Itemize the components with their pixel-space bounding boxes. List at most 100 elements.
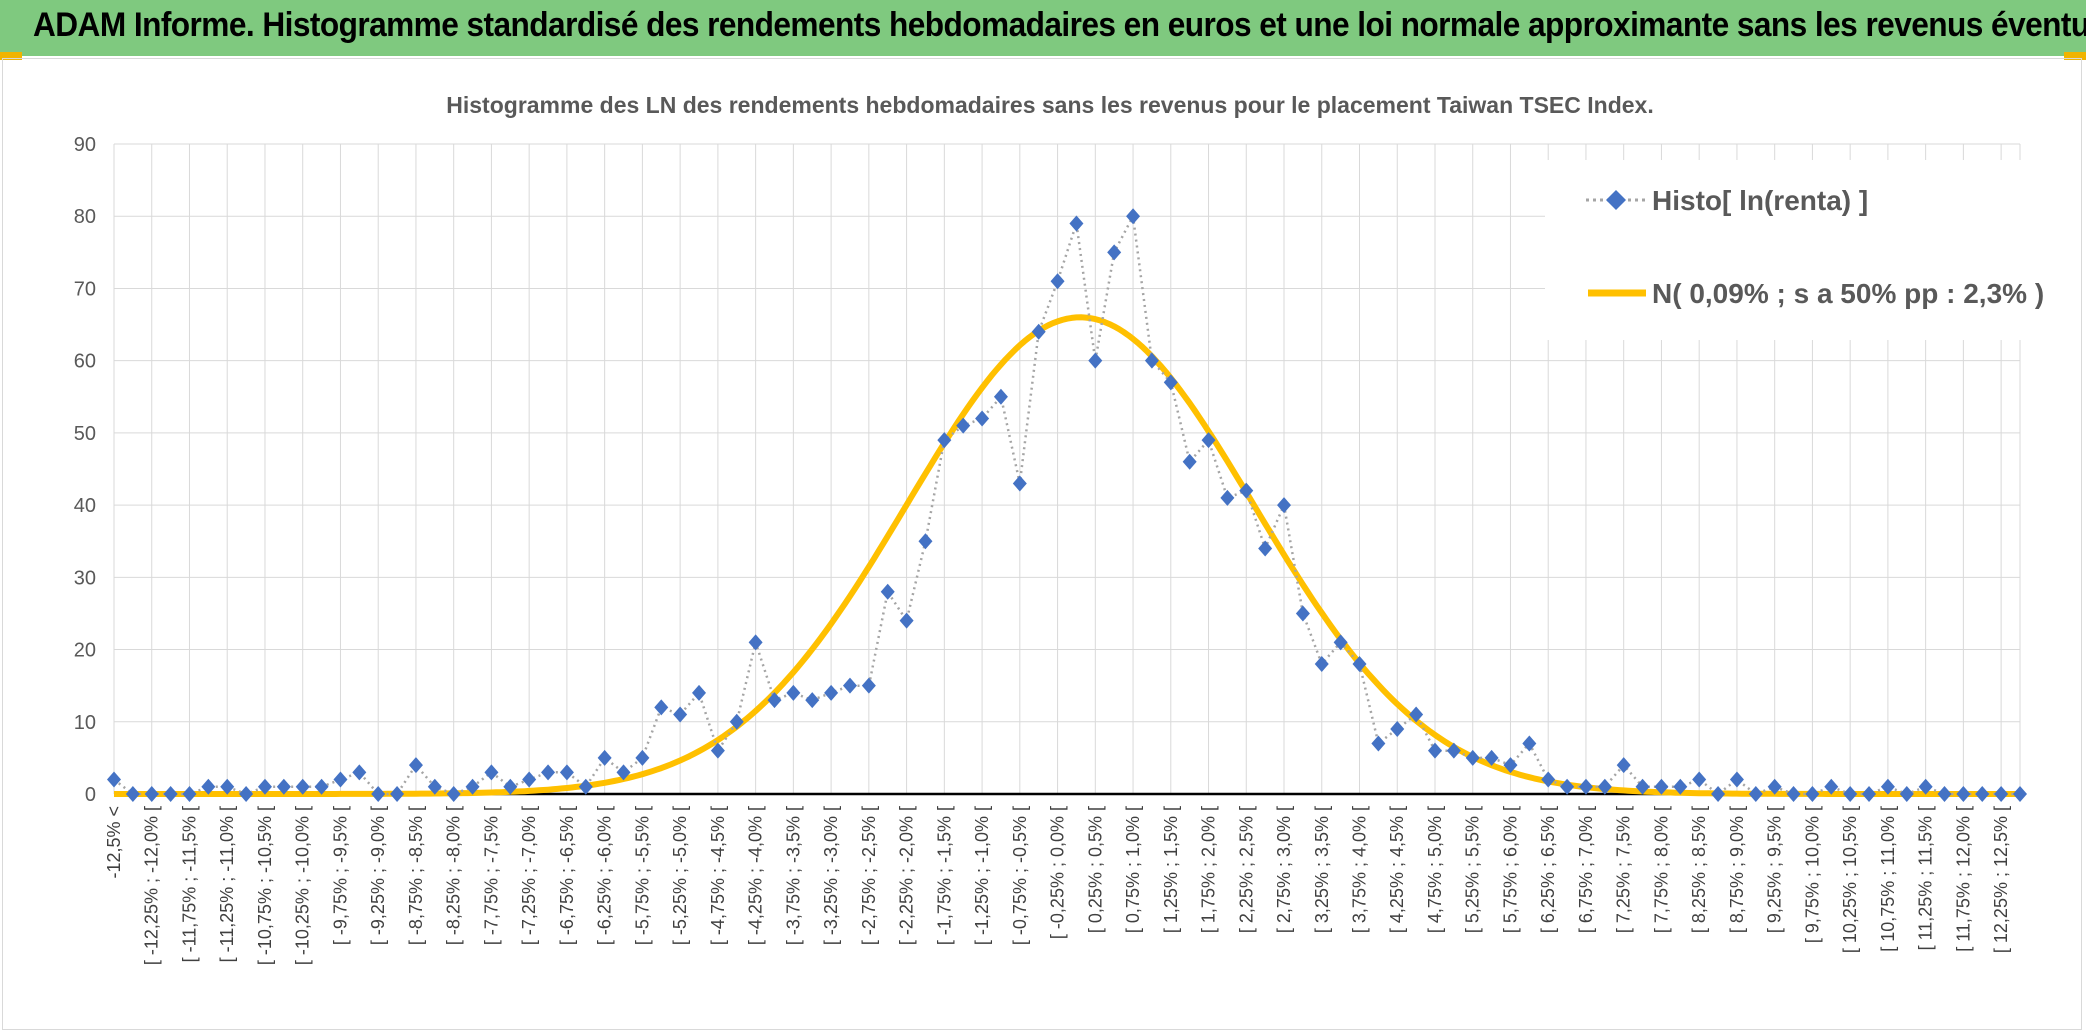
histo-point (578, 778, 593, 795)
histo-point (918, 533, 933, 550)
x-tick-label: [ -2,25% ; -2,0% [ (897, 806, 917, 945)
x-tick-label: [ 4,25% ; 4,5% [ (1387, 806, 1407, 933)
x-tick-label: [ 4,75% ; 5,0% [ (1425, 806, 1445, 933)
x-tick-label: [ 8,75% ; 9,0% [ (1727, 806, 1747, 933)
histo-point (748, 634, 763, 651)
x-tick-label: [ -3,25% ; -3,0% [ (821, 806, 841, 945)
histo-point (125, 786, 140, 802)
legend-background (1545, 160, 2025, 340)
y-tick-label: 40 (74, 495, 96, 517)
y-tick-label: 50 (74, 423, 96, 445)
histo-point (390, 786, 405, 802)
histo-point (786, 684, 801, 701)
x-tick-label: [ -0,75% ; -0,5% [ (1010, 806, 1030, 945)
histo-point (1767, 778, 1782, 795)
histo-point (635, 749, 650, 766)
histo-point (1597, 778, 1612, 795)
x-tick-label: [ 8,25% ; 8,5% [ (1689, 806, 1709, 933)
histo-point (1503, 757, 1518, 774)
x-tick-label: [ 12,25% ; 12,5% [ (1991, 806, 2011, 953)
x-tick-label: [ 3,75% ; 4,0% [ (1350, 806, 1370, 933)
x-tick-label: [ -11,75% ; -11,5% [ (179, 806, 199, 962)
histo-point (1975, 786, 1990, 802)
histo-point (993, 388, 1008, 405)
histo-point (1956, 786, 1971, 802)
x-tick-label: [ -0,25% ; 0,0% [ (1048, 806, 1068, 939)
histo-point (201, 778, 216, 795)
x-tick-label: [ -4,75% ; -4,5% [ (708, 806, 728, 945)
histo-point (673, 706, 688, 723)
x-tick-label: [ -6,25% ; -6,0% [ (595, 806, 615, 945)
x-tick-label: [ -8,75% ; -8,5% [ (406, 806, 426, 945)
histo-point (446, 786, 461, 802)
banner-corner-right (2064, 52, 2086, 60)
x-tick-label: [ -7,25% ; -7,0% [ (519, 806, 539, 945)
x-axis-ticks: -12,5% < [ -12,25% ; -12,0% [[ -11,75% ; … (104, 806, 2011, 965)
histo-point (1295, 605, 1310, 622)
histo-point (144, 786, 159, 802)
histo-point (1069, 215, 1084, 232)
histo-point (1899, 786, 1914, 802)
histo-point (1144, 352, 1159, 369)
histo-point (1277, 497, 1292, 514)
x-tick-label: [ 11,75% ; 12,0% [ (1953, 806, 1973, 952)
legend-histo-label: Histo[ ln(renta) ] (1652, 185, 1868, 216)
x-tick-label: [ -3,75% ; -3,5% [ (783, 806, 803, 945)
histo-point (427, 778, 442, 795)
y-tick-label: 0 (85, 784, 96, 806)
histo-point (1333, 634, 1348, 651)
x-tick-label: [ -5,75% ; -5,5% [ (632, 806, 652, 945)
histo-point (295, 778, 310, 795)
y-tick-label: 10 (74, 712, 96, 734)
x-tick-label: [ 9,75% ; 10,0% [ (1802, 806, 1822, 943)
y-tick-label: 70 (74, 278, 96, 300)
vertical-gridlines (113, 144, 2021, 794)
histo-point (1409, 706, 1424, 723)
histo-point (107, 771, 121, 788)
histo-point (1258, 540, 1273, 557)
x-tick-label: [ 1,75% ; 2,0% [ (1199, 806, 1219, 933)
x-tick-label: [ 11,25% ; 11,5% [ (1916, 806, 1936, 950)
histo-point (182, 786, 197, 802)
histo-point (1031, 323, 1046, 340)
histo-point (1220, 489, 1235, 506)
histo-point (1050, 273, 1065, 290)
histo-point (1126, 208, 1141, 225)
histo-point (408, 757, 423, 774)
x-tick-label: [ 2,25% ; 2,5% [ (1236, 806, 1256, 933)
histo-point (333, 771, 348, 788)
chart-frame (2, 58, 2082, 1030)
x-tick-label: [ 6,75% ; 7,0% [ (1576, 806, 1596, 933)
histo-point (314, 778, 329, 795)
x-tick-label: -12,5% < (104, 806, 124, 879)
histo-point (1088, 352, 1103, 369)
x-tick-label: [ -4,25% ; -4,0% [ (746, 806, 766, 945)
histo-point (1729, 771, 1744, 788)
x-tick-label: [ -1,25% ; -1,0% [ (972, 806, 992, 945)
legend-normal-label: N( 0,09% ; s a 50% pp : 2,3% ) (1652, 278, 2044, 309)
histo-point (729, 713, 744, 730)
histo-point (1918, 778, 1933, 795)
histo-point (616, 764, 631, 781)
histo-point (1673, 778, 1688, 795)
x-tick-label: [ -9,75% ; -9,5% [ (330, 806, 350, 945)
histo-point (1711, 786, 1726, 802)
y-axis-ticks: 0 10 20 30 40 50 60 70 80 90 (74, 134, 96, 806)
x-tick-label: [ -2,75% ; -2,5% [ (859, 806, 879, 945)
histo-point (371, 786, 386, 802)
histo-point (1446, 742, 1461, 759)
histo-point (163, 786, 178, 802)
histo-point (1654, 778, 1669, 795)
x-tick-label: [ 10,25% ; 10,5% [ (1840, 806, 1860, 953)
x-tick-label: [ 0,75% ; 1,0% [ (1123, 806, 1143, 933)
x-tick-label: [ 5,75% ; 6,0% [ (1500, 806, 1520, 933)
histo-point (1390, 721, 1405, 737)
y-tick-label: 80 (74, 206, 96, 228)
histo-point (692, 684, 707, 701)
histo-point (220, 778, 235, 795)
histo-point (1843, 786, 1858, 802)
histo-point (1239, 482, 1254, 499)
histo-point (1824, 778, 1839, 795)
histo-point (1616, 757, 1631, 774)
banner-corner-left (0, 52, 22, 60)
